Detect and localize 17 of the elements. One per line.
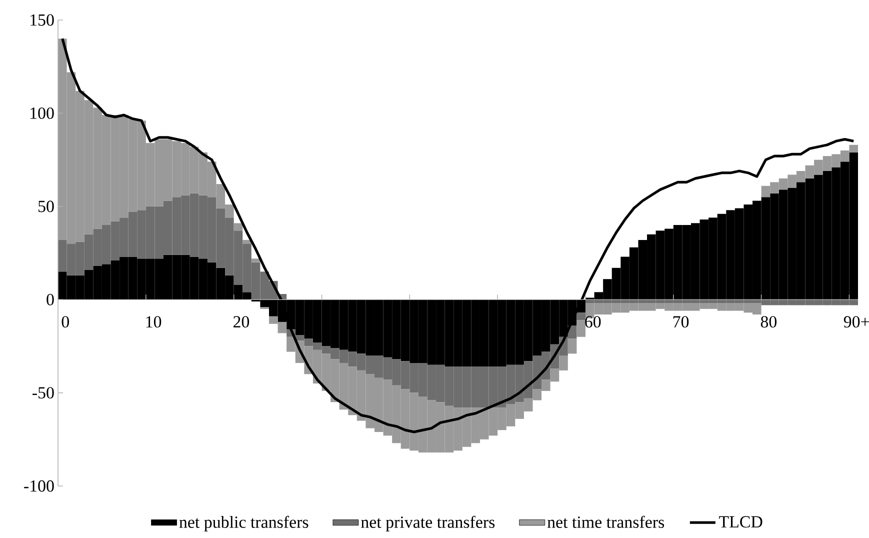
legend-label: net time transfers bbox=[547, 516, 664, 528]
legend-label: net private transfers bbox=[361, 516, 495, 532]
x-tick-label: 70 bbox=[673, 316, 689, 328]
y-tick-label: -100 bbox=[24, 480, 54, 492]
x-tick-label: 0 bbox=[62, 316, 69, 328]
y-tick-label: 150 bbox=[30, 14, 54, 26]
legend-label: TLCD bbox=[719, 516, 762, 528]
legend-label: net public transfers bbox=[179, 516, 308, 532]
x-tick-label: 10 bbox=[146, 316, 162, 328]
x-tick-label: 80 bbox=[760, 316, 777, 328]
y-tick-label: 100 bbox=[30, 107, 54, 119]
x-tick-label: 90+ bbox=[844, 316, 869, 328]
y-tick-label: -50 bbox=[32, 387, 54, 399]
y-tick-label: 0 bbox=[46, 294, 54, 306]
x-tick-label: 20 bbox=[234, 316, 250, 328]
x-tick-label: 60 bbox=[585, 316, 601, 328]
y-tick-label: 50 bbox=[38, 200, 54, 212]
